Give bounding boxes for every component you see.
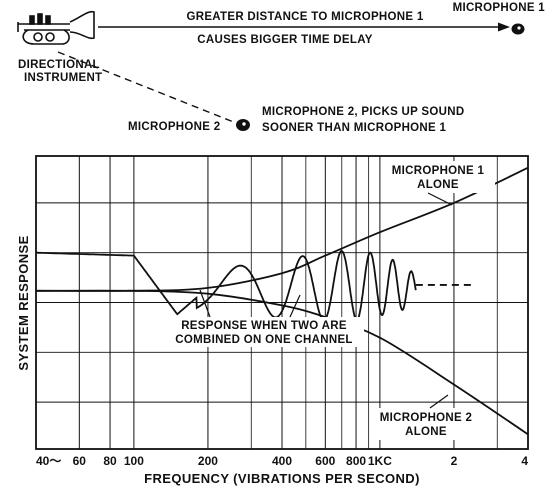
microphone-1-icon: [511, 23, 525, 35]
chart-frame: [35, 155, 529, 450]
chart-grid: [36, 156, 528, 449]
x-tick-label: 1KC: [368, 454, 392, 468]
microphone-2-label: MICROPHONE 2: [128, 121, 220, 133]
x-tick-label: 200: [198, 454, 218, 468]
x-tick-label: 80: [103, 454, 117, 468]
mic2-annotation-bg: [370, 408, 482, 440]
microphone-2-note-line2: SOONER THAN MICROPHONE 1: [262, 122, 446, 134]
x-axis-label: FREQUENCY (VIBRATIONS PER SECOND): [144, 471, 420, 486]
mic2-annotation-line2: ALONE: [405, 426, 447, 438]
directional-instrument-icon: [17, 10, 95, 45]
microphone-2-alone-curve: [35, 289, 529, 436]
x-tick-label: 400: [272, 454, 292, 468]
dashed-path-to-microphone-2: [57, 51, 237, 124]
combined-annotation-line2: COMBINED ON ONE CHANNEL: [175, 334, 353, 346]
mic2-annotation-line1: MICROPHONE 2: [380, 412, 472, 424]
combined-annotation-bg: [164, 317, 364, 347]
chart-series: [35, 166, 529, 436]
instrument-label-line2: INSTRUMENT: [24, 72, 102, 84]
mic2-leader-line: [429, 394, 449, 409]
mic1-annotation-line2: ALONE: [417, 179, 459, 191]
x-tick-label: 4: [521, 454, 528, 468]
mic1-leader-line: [427, 192, 453, 206]
x-tick-label: 40〜: [36, 454, 61, 468]
mic1-annotation-line1: MICROPHONE 1: [392, 165, 485, 177]
x-tick-label: 2: [451, 454, 458, 468]
combined-leader-line-left: [199, 289, 211, 318]
x-tick-label: 100: [124, 454, 144, 468]
microphone-2-icon: [236, 119, 250, 131]
combined-response-curve: [36, 250, 417, 322]
arrow-text-line1: GREATER DISTANCE TO MICROPHONE 1: [186, 11, 423, 23]
x-tick-label: 60: [73, 454, 87, 468]
combined-leader-line-right: [289, 294, 301, 318]
combined-annotation-line1: RESPONSE WHEN TWO ARE: [181, 320, 347, 332]
x-tick-labels: 40〜 60 80 100 200 400 600 800 1KC 2 4: [36, 454, 528, 468]
arrowhead-icon: [498, 22, 510, 32]
microphone-1-label: MICROPHONE 1: [453, 2, 546, 14]
microphone-2-note-line1: MICROPHONE 2, PICKS UP SOUND: [262, 106, 464, 118]
arrow-text-line2: CAUSES BIGGER TIME DELAY: [197, 34, 372, 46]
instrument-label-line1: DIRECTIONAL: [18, 59, 100, 71]
x-tick-label: 600: [315, 454, 335, 468]
x-tick-label: 800: [346, 454, 366, 468]
mic1-annotation-bg: [383, 161, 495, 193]
y-axis-label: SYSTEM RESPONSE: [16, 235, 31, 370]
